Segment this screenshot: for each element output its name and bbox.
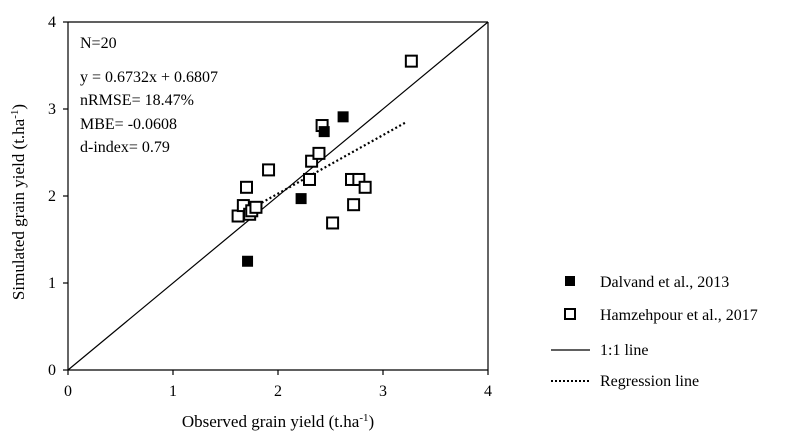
x-axis-title: Observed grain yield (t.ha-1) bbox=[182, 412, 374, 431]
point-hamzehpour bbox=[240, 180, 253, 194]
one-to-one-line bbox=[67, 21, 489, 371]
x-tick-label: 4 bbox=[484, 383, 492, 400]
x-tick-label: 1 bbox=[169, 383, 177, 400]
y-axis-title-close: ) bbox=[9, 104, 28, 110]
point-hamzehpour bbox=[347, 198, 361, 212]
axis-ticks: 0 1 2 3 4 0 1 2 3 4 bbox=[48, 14, 492, 400]
point-hamzehpour bbox=[404, 54, 418, 68]
regression-line bbox=[237, 121, 407, 217]
point-hamzehpour bbox=[262, 163, 276, 177]
legend-marker-hamzehpour bbox=[564, 308, 576, 320]
stat-mbe: MBE= -0.0608 bbox=[80, 116, 177, 133]
point-hamzehpour bbox=[303, 172, 316, 186]
y-axis-title: Simulated grain yield (t.ha-1) bbox=[9, 104, 28, 300]
statistics-annotation: N=20 y = 0.6732x + 0.6807 nRMSE= 18.47% … bbox=[80, 35, 218, 156]
x-axis-title-text: Observed grain yield (t.ha bbox=[182, 412, 360, 431]
stat-d-index: d-index= 0.79 bbox=[80, 139, 170, 156]
legend-label-regression: Regression line bbox=[600, 373, 699, 390]
point-dalvand bbox=[242, 255, 254, 267]
point-hamzehpour bbox=[312, 146, 326, 160]
stat-nrmse: nRMSE= 18.47% bbox=[80, 92, 194, 109]
y-axis-title-superscript: -1 bbox=[9, 110, 21, 119]
reference-lines bbox=[67, 21, 489, 371]
stat-n: N=20 bbox=[80, 35, 117, 52]
y-tick-label: 2 bbox=[48, 188, 56, 205]
data-points bbox=[231, 54, 418, 267]
point-hamzehpour bbox=[231, 209, 245, 223]
point-dalvand bbox=[318, 126, 330, 138]
point-hamzehpour bbox=[305, 154, 319, 168]
y-tick-label: 0 bbox=[48, 362, 56, 379]
y-tick-label: 3 bbox=[48, 101, 56, 118]
legend-label-one-to-one: 1:1 line bbox=[600, 342, 648, 359]
y-tick-label: 1 bbox=[48, 275, 56, 292]
x-axis-title-superscript: -1 bbox=[359, 412, 368, 424]
x-tick-label: 2 bbox=[274, 383, 282, 400]
legend: Dalvand et al., 2013 Hamzehpour et al., … bbox=[551, 274, 758, 390]
y-tick-label: 4 bbox=[48, 14, 56, 31]
x-tick-label: 0 bbox=[64, 383, 72, 400]
point-hamzehpour bbox=[249, 200, 263, 214]
legend-label-dalvand: Dalvand et al., 2013 bbox=[600, 274, 729, 291]
point-dalvand bbox=[295, 193, 307, 205]
x-tick-label: 3 bbox=[379, 383, 387, 400]
x-axis-title-close: ) bbox=[369, 412, 375, 431]
legend-label-hamzehpour: Hamzehpour et al., 2017 bbox=[600, 307, 758, 324]
legend-marker-dalvand bbox=[565, 276, 575, 286]
point-hamzehpour bbox=[358, 180, 372, 194]
point-hamzehpour bbox=[326, 216, 340, 230]
point-dalvand bbox=[337, 111, 349, 123]
y-axis-title-text: Simulated grain yield (t.ha bbox=[9, 118, 28, 300]
stat-equation: y = 0.6732x + 0.6807 bbox=[80, 69, 218, 86]
